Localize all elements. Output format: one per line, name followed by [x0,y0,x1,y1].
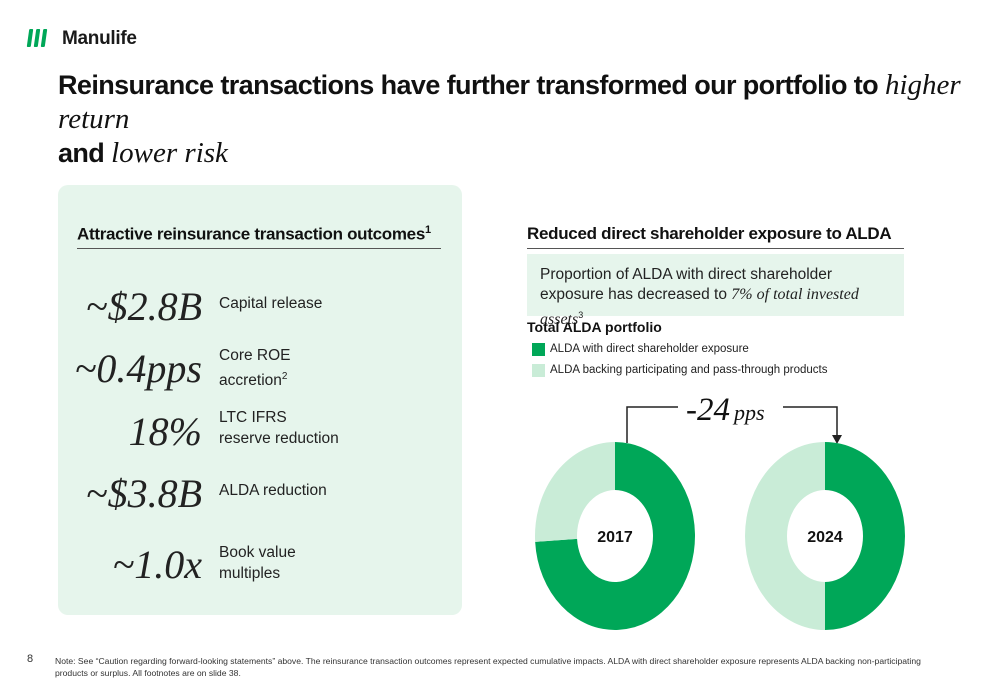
exposure-title: Reduced direct shareholder exposure to A… [527,224,892,243]
portfolio-subtitle: Total ALDA portfolio [527,319,662,335]
change-connector [626,406,842,444]
legend-swatch [532,364,545,377]
title-part2: and [58,138,112,168]
callout-box [527,254,904,316]
exposure-divider [527,248,904,249]
outcomes-title: Attractive reinsurance transaction outco… [77,224,431,245]
legend-label: ALDA with direct shareholder exposure [550,343,749,355]
metric-label-sup: 2 [281,371,288,382]
donut-slice [745,442,825,630]
outcomes-title-sup: 1 [425,224,431,236]
callout-text-main: Proportion of ALDA with direct sharehold… [540,266,833,303]
alda-donut-charts: 2017 2024 [535,442,905,630]
manulife-logo-icon [26,29,48,47]
arrow-head-icon [832,435,842,444]
metric-value: 18% [128,409,202,454]
brand-name: Manulife [62,28,137,49]
legend-label: ALDA backing participating and pass-thro… [550,364,828,376]
metric-label: Book value multiples [219,544,296,582]
footnote: Note: See “Caution regarding forward-loo… [55,656,921,678]
metric-label: ALDA reduction [219,482,327,499]
page-number: 8 [27,653,34,665]
title-italic1: higher return [58,69,961,135]
metric-value: ~0.4pps [74,346,202,391]
metric-label: Capital release [219,295,323,312]
donut-year-label: 2017 [597,529,633,546]
metric-label: LTC IFRS reserve reduction [219,409,339,447]
callout-text-italic: 7% of total invested assets [540,286,859,329]
metric-label-text: Core ROE accretion [219,347,291,390]
outcomes-panel [58,185,462,615]
title-part1: Reinsurance transactions have further tr… [58,70,885,100]
change-value: -24 [686,392,730,428]
outcomes-title-text: Attractive reinsurance transaction outco… [77,224,425,244]
donut-year-label: 2024 [807,529,843,546]
callout-text-sup: 3 [578,310,584,320]
page-title: Reinsurance transactions have further tr… [58,68,968,170]
donut-slice [825,442,905,630]
outcomes-divider [77,248,441,249]
metric-value: ~$2.8B [85,284,202,329]
metric-value: ~1.0x [112,542,202,587]
legend-swatch [532,343,545,356]
donut-slice [535,442,695,630]
metric-label: Core ROE accretion2 [219,345,329,391]
donut-slice [535,442,615,542]
change-label: -24 pps [686,392,765,429]
metric-value: ~$3.8B [85,471,202,516]
callout-text: Proportion of ALDA with direct sharehold… [540,265,900,330]
change-unit: pps [734,400,765,425]
title-italic2: lower risk [111,137,228,169]
